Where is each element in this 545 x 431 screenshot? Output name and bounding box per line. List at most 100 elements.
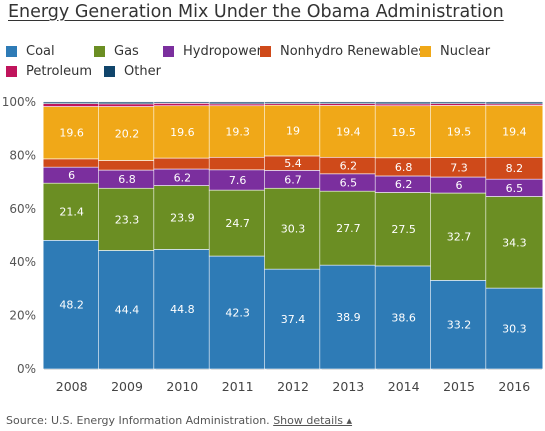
- data-label: 30.3: [281, 223, 306, 236]
- bar-segment-other: [208, 101, 267, 105]
- legend-item-nuclear[interactable]: Nuclear: [420, 44, 490, 59]
- bar-segment-other: [264, 101, 322, 104]
- data-label: 6.2: [395, 178, 413, 191]
- data-label: 44.8: [170, 303, 195, 316]
- data-label: 19.6: [59, 127, 84, 140]
- bar-segment-nonhydro-renewables: [208, 156, 267, 171]
- legend-item-coal[interactable]: Coal: [6, 44, 55, 59]
- legend-swatch: [104, 66, 115, 77]
- legend-item-hydropower[interactable]: Hydropower: [163, 44, 262, 59]
- data-label: 6.5: [506, 182, 524, 195]
- bar-segment-nuclear: [485, 105, 544, 158]
- legend-label: Nonhydro Renewables: [280, 44, 426, 59]
- bar-segment-gas: [485, 196, 544, 289]
- bar-segment-other: [374, 101, 433, 105]
- data-label: 38.9: [336, 311, 361, 324]
- legend-swatch: [260, 46, 271, 57]
- bar-segment-coal: [98, 250, 156, 370]
- legend-swatch: [6, 66, 17, 77]
- legend-swatch: [94, 46, 105, 57]
- bar-segment-other: [430, 101, 488, 104]
- bar-segment-gas: [319, 190, 378, 266]
- x-tick-label: 2014: [388, 379, 420, 394]
- legend-swatch: [6, 46, 17, 57]
- data-label: 27.5: [391, 223, 416, 236]
- bar-segment-nuclear: [319, 105, 378, 158]
- data-label: 48.2: [59, 299, 84, 312]
- data-label: 7.6: [229, 174, 247, 187]
- bar-segment-nonhydro-renewables: [153, 157, 212, 170]
- bar-segment-petroleum: [42, 103, 101, 107]
- bar-segment-gas: [430, 192, 488, 281]
- data-label: 6: [456, 179, 463, 192]
- bar-segment-other: [485, 101, 544, 105]
- y-tick-label: 80%: [9, 148, 36, 162]
- data-label: 23.9: [170, 211, 195, 224]
- data-label: 30.3: [502, 323, 527, 336]
- legend-label: Hydropower: [183, 44, 262, 59]
- bar-segment-coal: [208, 255, 267, 370]
- bar-segment-petroleum: [98, 103, 156, 107]
- data-label: 6: [68, 169, 75, 182]
- data-label: 32.7: [447, 231, 472, 244]
- bar-segment-coal: [430, 280, 488, 370]
- bar-segment-nuclear: [153, 105, 212, 159]
- legend-swatch: [163, 46, 174, 57]
- bar-segment-petroleum: [153, 103, 212, 107]
- bar-segment-coal: [319, 264, 378, 370]
- bar-segment-gas: [264, 187, 322, 270]
- data-label: 19.6: [170, 126, 195, 139]
- data-label: 7.3: [450, 161, 468, 174]
- footer: Source: U.S. Energy Information Administ…: [6, 414, 352, 427]
- x-tick-label: 2009: [111, 379, 143, 394]
- data-label: 19.3: [225, 126, 250, 139]
- y-tick-label: 40%: [9, 255, 36, 269]
- legend-swatch: [420, 46, 431, 57]
- legend-item-petroleum[interactable]: Petroleum: [6, 64, 92, 79]
- x-tick-label: 2011: [222, 379, 254, 394]
- bar-segment-coal: [42, 240, 101, 370]
- x-tick-label: 2012: [277, 379, 309, 394]
- data-label: 44.4: [115, 304, 140, 317]
- x-tick-label: 2010: [166, 379, 198, 394]
- data-label: 6.8: [395, 161, 413, 174]
- data-label: 21.4: [59, 206, 84, 219]
- bar-segment-nuclear: [42, 106, 101, 160]
- data-label: 19.4: [502, 125, 527, 138]
- x-tick-label: 2008: [56, 379, 88, 394]
- bar-segment-gas: [208, 189, 267, 257]
- legend-label: Other: [124, 64, 161, 79]
- bar-segment-other: [153, 101, 212, 104]
- bar-segment-nuclear: [264, 104, 322, 157]
- legend-item-other[interactable]: Other: [104, 64, 161, 79]
- bar-segment-other: [319, 101, 378, 104]
- legend-item-gas[interactable]: Gas: [94, 44, 139, 59]
- legend-label: Petroleum: [26, 64, 92, 79]
- data-label: 20.2: [115, 128, 140, 141]
- bar-segment-gas: [98, 187, 156, 251]
- bar-segment-nonhydro-renewables: [98, 160, 156, 171]
- data-label: 6.2: [174, 171, 192, 184]
- data-label: 19.5: [391, 126, 416, 139]
- data-label: 27.7: [336, 222, 361, 235]
- data-label: 6.7: [284, 173, 302, 186]
- data-label: 37.4: [281, 313, 306, 326]
- legend-label: Nuclear: [440, 44, 491, 59]
- x-tick-label: 2016: [498, 379, 530, 394]
- bar-segment-nuclear: [208, 105, 267, 158]
- y-tick-label: 60%: [9, 202, 36, 216]
- bar-segment-gas: [153, 185, 212, 250]
- bar-segment-gas: [42, 182, 101, 241]
- show-details-link[interactable]: Show details ▴: [273, 414, 352, 427]
- bar-segment-other: [42, 101, 101, 104]
- data-label: 24.7: [225, 217, 250, 230]
- caret-up-icon: ▴: [346, 414, 353, 427]
- bar-segment-nuclear: [98, 106, 156, 161]
- legend-item-nonhydro-renewables[interactable]: Nonhydro Renewables: [260, 44, 425, 59]
- data-label: 19.5: [447, 126, 472, 139]
- chart-title: Energy Generation Mix Under the Obama Ad…: [8, 2, 504, 22]
- x-tick-label: 2013: [332, 379, 364, 394]
- bar-segment-coal: [264, 268, 322, 370]
- data-label: 8.2: [506, 162, 524, 175]
